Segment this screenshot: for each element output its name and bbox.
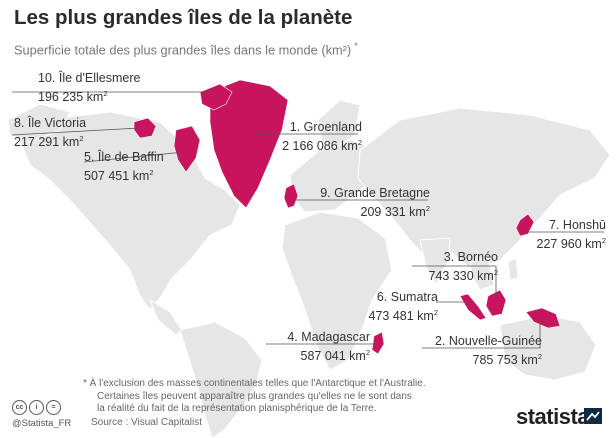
victoria-area-value: 217 291 km (14, 135, 80, 150)
asia-landmass (357, 107, 611, 269)
statista-logo-icon (584, 408, 602, 424)
label-sumatra: 6. Sumatra 473 481 km2 (356, 290, 439, 324)
new-guinea-name: 2. Nouvelle-Guinée (434, 334, 542, 348)
footnote-line-1: * À l'exclusion des masses continentales… (83, 378, 426, 389)
label-ellesmere: 10. Île d'Ellesmere 196 235 km2 (38, 71, 140, 105)
ellesmere-area-value: 196 235 km (38, 90, 104, 105)
highlighted-islands (133, 79, 561, 355)
subtitle-footnote-marker: * (354, 41, 358, 51)
label-madagascar: 4. Madagascar 587 041 km2 (262, 330, 370, 364)
new-guinea-shape (525, 307, 561, 329)
baffin-name: 5. Île de Baffin (84, 150, 164, 164)
madagascar-area-exponent: 2 (365, 348, 370, 357)
leader-new-guinea (422, 320, 541, 349)
honshu-shape (515, 213, 535, 237)
label-new-guinea: 2. Nouvelle-Guinée 785 753 km2 (418, 334, 542, 368)
new-guinea-area-exponent: 2 (537, 352, 542, 361)
label-baffin: 5. Île de Baffin 507 451 km2 (84, 150, 164, 184)
south-america-landmass (179, 321, 263, 438)
footnote: * À l'exclusion des masses continentales… (83, 378, 426, 416)
nd-icon: = (46, 400, 61, 415)
page-subtitle: Superficie totale des plus grandes îles … (14, 41, 358, 57)
madagascar-area: 587 041 km2 (262, 345, 371, 364)
sumatra-area: 473 481 km2 (356, 305, 439, 324)
borneo-area-value: 743 330 km (428, 269, 494, 284)
great-britain-shape (283, 183, 299, 209)
leader-lines (11, 91, 604, 349)
victoria-shape (133, 117, 157, 139)
label-great-britain: 9. Grande Bretagne 209 331 km2 (292, 186, 430, 220)
ellesmere-name: 10. Île d'Ellesmere (38, 71, 141, 85)
great-britain-name: 9. Grande Bretagne (320, 186, 430, 200)
sumatra-shape (459, 293, 487, 321)
baffin-area: 507 451 km2 (84, 165, 164, 184)
leader-borneo (412, 265, 497, 298)
baffin-area-value: 507 451 km (84, 169, 150, 184)
africa-landmass (281, 211, 393, 371)
sumatra-name: 6. Sumatra (376, 290, 438, 304)
madagascar-name: 4. Madagascar (287, 330, 370, 344)
leader-victoria (11, 127, 141, 136)
statista-logo-text[interactable]: statista (516, 404, 590, 429)
label-honshu: 7. Honshū 227 960 km2 (522, 218, 607, 252)
cc-icon: cc (12, 400, 27, 415)
victoria-area-exponent: 2 (79, 134, 84, 143)
borneo-area: 743 330 km2 (404, 265, 499, 284)
new-guinea-area: 785 753 km2 (418, 349, 543, 368)
india-landmass (419, 237, 451, 286)
baffin-area-exponent: 2 (149, 168, 154, 177)
alaska-landmass (7, 103, 71, 143)
borneo-area-exponent: 2 (493, 268, 498, 277)
scandinavia-landmass (317, 99, 361, 149)
by-icon: i (29, 400, 44, 415)
victoria-area: 217 291 km2 (14, 131, 86, 150)
madagascar-area-value: 587 041 km (300, 349, 366, 364)
footnote-line-2: Certaines îles peuvent apparaître plus g… (97, 390, 412, 402)
central-america-landmass (148, 298, 183, 336)
leader-baffin (83, 151, 185, 163)
borneo-name: 3. Bornéo (443, 250, 498, 264)
footnote-line-3: la réalité du fait de la représentation … (97, 403, 377, 414)
greenland-area-exponent: 2 (357, 138, 362, 147)
greenland-shape (209, 79, 289, 209)
subtitle-text: Superficie totale des plus grandes îles … (14, 42, 352, 58)
source-text: Source : Visual Capitalist (91, 417, 202, 428)
label-victoria: 8. Île Victoria 217 291 km2 (14, 116, 86, 150)
greenland-name: 1. Groenland (289, 120, 362, 134)
honshu-area-exponent: 2 (601, 236, 606, 245)
ellesmere-area: 196 235 km2 (38, 86, 140, 105)
sumatra-area-exponent: 2 (433, 308, 438, 317)
ellesmere-shape (199, 83, 233, 111)
great-britain-area-value: 209 331 km (360, 205, 426, 220)
ellesmere-area-exponent: 2 (103, 89, 108, 98)
greenland-area: 2 166 086 km2 (262, 135, 362, 154)
page-title: Les plus grandes îles de la planète (14, 6, 353, 29)
greenland-area-value: 2 166 086 km (282, 139, 358, 154)
great-britain-area: 209 331 km2 (292, 201, 431, 220)
baffin-shape (173, 125, 201, 173)
honshu-area-value: 227 960 km (536, 237, 602, 252)
license-icons: cc i = (12, 400, 61, 415)
honshu-name: 7. Honshū (549, 218, 606, 232)
label-greenland: 1. Groenland 2 166 086 km2 (262, 120, 362, 154)
sumatra-area-value: 473 481 km (368, 309, 434, 324)
twitter-handle[interactable]: @Statista_FR (12, 418, 72, 429)
borneo-shape (485, 289, 507, 317)
madagascar-shape (371, 331, 385, 355)
victoria-name: 8. Île Victoria (14, 116, 87, 130)
label-borneo: 3. Bornéo 743 330 km2 (404, 250, 499, 284)
new-guinea-area-value: 785 753 km (472, 353, 538, 368)
philippines-landmass (507, 257, 519, 281)
honshu-area: 227 960 km2 (522, 233, 607, 252)
great-britain-area-exponent: 2 (425, 204, 430, 213)
